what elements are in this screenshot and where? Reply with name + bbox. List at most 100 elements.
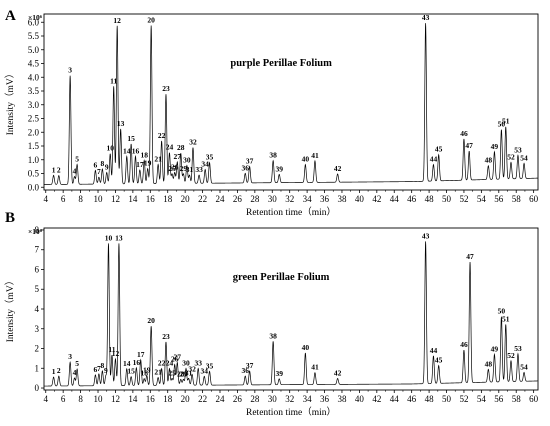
y-axis-title: Intensity（mV） (4, 276, 16, 343)
x-tick-label: 36 (320, 394, 330, 404)
x-tick-label: 12 (111, 394, 120, 404)
peak-label-24: 24 (166, 143, 174, 152)
peak-label-51: 51 (502, 117, 510, 126)
peak-label-37: 37 (246, 361, 254, 370)
peak-label-13: 13 (117, 119, 125, 128)
peak-label-16: 16 (133, 358, 141, 367)
x-tick-label: 4 (43, 194, 48, 204)
peak-label-33: 33 (194, 358, 202, 367)
x-tick-label: 4 (43, 394, 48, 404)
chart-panel-a: A ×10⁶ 0.0 0.5 1.0 1.5 2.0 2.5 3.0 3.5 4.0 4.5 5.0 5.… (4, 8, 539, 218)
y-tick-label: 3.0 (28, 100, 40, 110)
peak-label-48: 48 (485, 156, 493, 165)
peak-label-25: 25 (168, 164, 176, 173)
x-axis-title: Retention time（min） (246, 406, 336, 418)
peak-label-22: 22 (158, 359, 166, 368)
peak-label-38: 38 (269, 331, 277, 340)
x-tick-label: 34 (303, 394, 313, 404)
peak-label-12: 12 (112, 349, 120, 358)
peak-label-28: 28 (177, 369, 185, 378)
peak-label-42: 42 (334, 164, 342, 173)
y-multiplier: ×10⁶ (28, 13, 43, 22)
peak-label-32: 32 (188, 364, 196, 373)
y-tick-label: 5.0 (28, 45, 40, 55)
peak-label-14: 14 (123, 146, 131, 155)
peak-label-41: 41 (311, 363, 319, 372)
peak-label-54: 54 (520, 362, 528, 371)
y-tick-label: 5 (35, 284, 40, 294)
x-tick-label: 46 (407, 394, 417, 404)
x-tick-label: 30 (268, 194, 278, 204)
peak-label-39: 39 (275, 164, 283, 173)
x-tick-label: 8 (78, 394, 83, 404)
y-tick-label: 2 (35, 344, 40, 354)
x-tick-label: 58 (512, 394, 522, 404)
x-tick-label: 50 (442, 194, 452, 204)
x-tick-label: 56 (494, 194, 504, 204)
y-tick-label: 0.5 (28, 169, 40, 179)
x-tick-label: 58 (512, 194, 522, 204)
peak-label-22: 22 (158, 131, 166, 140)
y-tick-label: 5.5 (28, 31, 40, 41)
y-tick-label: 0.0 (28, 182, 40, 192)
peak-label-23: 23 (162, 84, 170, 93)
peak-label-46: 46 (460, 340, 468, 349)
peak-label-43: 43 (422, 13, 430, 22)
peak-label-9: 9 (104, 366, 108, 375)
peak-label-39: 39 (275, 369, 283, 378)
peak-label-19: 19 (143, 366, 151, 375)
peak-label-40: 40 (302, 155, 310, 164)
y-tick-label: 1.0 (28, 155, 40, 165)
x-tick-label: 10 (94, 194, 104, 204)
peak-label-21: 21 (154, 368, 162, 377)
plot-frame (43, 13, 539, 191)
x-tick-label: 14 (128, 194, 138, 204)
peak-label-12: 12 (113, 16, 121, 25)
peak-label-5: 5 (75, 154, 79, 163)
peak-label-31: 31 (186, 165, 194, 174)
y-multiplier: ×10⁶ (28, 227, 43, 236)
peak-label-6: 6 (94, 160, 98, 169)
peak-label-33: 33 (195, 165, 203, 174)
peak-label-49: 49 (491, 344, 499, 353)
trace-line (44, 23, 538, 185)
peak-label-29: 29 (180, 369, 188, 378)
peak-label-18: 18 (140, 150, 148, 159)
x-tick-label: 56 (494, 394, 504, 404)
peak-label-45: 45 (435, 145, 443, 154)
peak-label-1: 1 (52, 367, 56, 376)
x-tick-label: 46 (407, 194, 417, 204)
y-axis-title: Intensity（mV） (4, 69, 16, 136)
peak-label-9: 9 (105, 162, 109, 171)
peak-label-20: 20 (147, 16, 155, 25)
peak-label-6: 6 (94, 365, 98, 374)
y-tick-label: 6.0 (28, 17, 40, 27)
panel-letter: B (5, 210, 15, 226)
trace-line (44, 241, 538, 387)
peak-label-23: 23 (162, 332, 170, 341)
x-tick-label: 22 (198, 194, 207, 204)
peak-label-47: 47 (466, 252, 474, 261)
peak-label-30: 30 (183, 156, 191, 165)
x-tick-label: 30 (268, 394, 278, 404)
peak-label-21: 21 (154, 154, 162, 163)
x-tick-label: 38 (337, 394, 347, 404)
peak-label-20: 20 (147, 316, 155, 325)
peak-label-4: 4 (73, 167, 77, 176)
peak-label-50: 50 (498, 307, 506, 316)
peak-label-1: 1 (52, 165, 56, 174)
peak-label-2: 2 (57, 166, 61, 175)
peak-label-11: 11 (108, 345, 115, 354)
peak-label-50: 50 (498, 120, 506, 129)
peak-label-45: 45 (435, 356, 443, 365)
peak-label-11: 11 (110, 76, 117, 85)
x-tick-label: 26 (233, 394, 243, 404)
peak-label-42: 42 (334, 368, 342, 377)
peak-label-43: 43 (422, 231, 430, 240)
peak-label-53: 53 (514, 145, 522, 154)
y-tick-label: 8 (35, 225, 40, 235)
x-tick-label: 10 (94, 394, 104, 404)
chart-title: green Perillae Folium (233, 272, 330, 283)
peak-label-10: 10 (105, 233, 113, 242)
peak-label-32: 32 (189, 138, 197, 147)
